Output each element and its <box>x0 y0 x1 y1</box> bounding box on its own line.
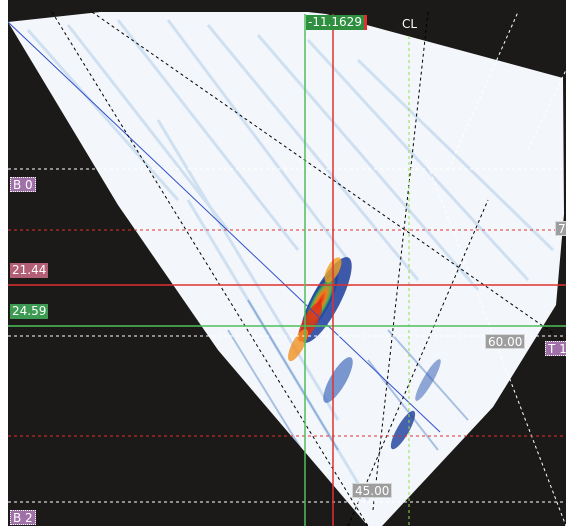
red-cursor-depth-readout[interactable]: 21.44 <box>10 263 49 278</box>
angle-label-60: 60.00 <box>485 334 526 349</box>
cursors[interactable] <box>8 14 566 526</box>
scan-plot-area[interactable]: -11.1629 CL B 0 7 21.44 24.59 60.00 T 1 … <box>8 0 566 526</box>
sector-scan-image <box>8 11 566 526</box>
reference-lines <box>8 168 566 503</box>
angle-label-45: 45.00 <box>352 483 393 498</box>
index-cursor-readout[interactable]: -11.1629 <box>306 15 367 30</box>
scan-texture <box>26 19 555 501</box>
sector-fan <box>8 12 564 526</box>
depth-label-t1: T 1 <box>545 341 566 356</box>
depth-label-right-partial: 7 <box>555 221 566 236</box>
centerline-label: CL <box>402 17 418 31</box>
depth-label-b0: B 0 <box>10 177 36 192</box>
depth-label-b2: B 2 <box>10 510 36 525</box>
green-cursor-depth-readout[interactable]: 24.59 <box>10 304 49 319</box>
angle-lines <box>8 11 566 526</box>
